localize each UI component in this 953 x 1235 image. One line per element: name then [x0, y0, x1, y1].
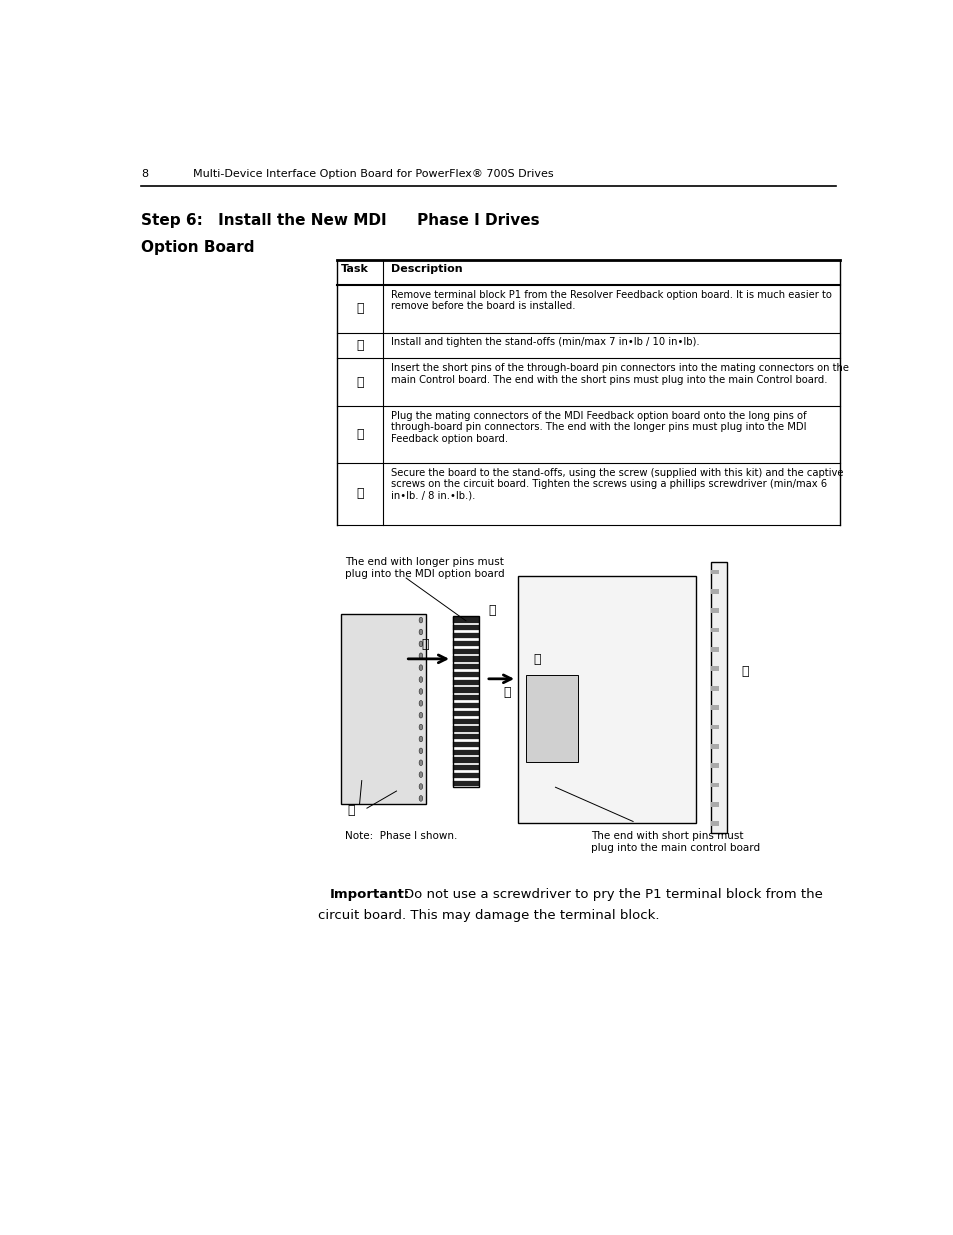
- Ellipse shape: [418, 724, 422, 730]
- Text: Task: Task: [341, 264, 369, 274]
- Bar: [453, 634, 478, 638]
- Bar: [710, 705, 719, 710]
- Text: Install and tighten the stand-offs (min/max 7 in•lb / 10 in•lb).: Install and tighten the stand-offs (min/…: [390, 337, 699, 347]
- Ellipse shape: [418, 677, 422, 683]
- Bar: [453, 742, 478, 747]
- Bar: [453, 726, 478, 731]
- Text: Ⓑ: Ⓑ: [740, 664, 748, 678]
- Text: Insert the short pins of the through-board pin connectors into the mating connec: Insert the short pins of the through-boa…: [390, 363, 848, 385]
- Text: Secure the board to the stand-offs, using the screw (supplied with this kit) and: Secure the board to the stand-offs, usin…: [390, 468, 842, 501]
- Text: Remove terminal block P1 from the Resolver Feedback option board. It is much eas: Remove terminal block P1 from the Resolv…: [390, 290, 831, 311]
- Text: Ⓓ: Ⓓ: [421, 638, 429, 651]
- Text: Ⓓ: Ⓓ: [502, 685, 510, 699]
- Text: circuit board. This may damage the terminal block.: circuit board. This may damage the termi…: [318, 909, 659, 923]
- Ellipse shape: [418, 618, 422, 622]
- Bar: [710, 763, 719, 768]
- Bar: [453, 695, 478, 700]
- Text: The end with longer pins must
plug into the MDI option board: The end with longer pins must plug into …: [344, 557, 504, 579]
- Ellipse shape: [418, 641, 422, 647]
- Ellipse shape: [418, 713, 422, 718]
- Bar: [341, 614, 426, 804]
- Ellipse shape: [418, 629, 422, 635]
- Bar: [710, 821, 719, 826]
- Text: Ⓒ: Ⓒ: [356, 375, 364, 389]
- Bar: [710, 609, 719, 613]
- Bar: [710, 647, 719, 652]
- Ellipse shape: [418, 689, 422, 694]
- Bar: [710, 589, 719, 594]
- Bar: [453, 625, 478, 630]
- Bar: [453, 679, 478, 685]
- Ellipse shape: [418, 772, 422, 778]
- Text: Do not use a screwdriver to pry the P1 terminal block from the: Do not use a screwdriver to pry the P1 t…: [403, 888, 821, 902]
- Ellipse shape: [418, 795, 422, 802]
- Bar: [710, 725, 719, 729]
- Text: Note:  Phase I shown.: Note: Phase I shown.: [344, 831, 456, 841]
- Bar: [453, 719, 478, 724]
- Text: Ⓒ: Ⓒ: [533, 653, 540, 667]
- Bar: [453, 766, 478, 771]
- Ellipse shape: [418, 760, 422, 766]
- Text: Important:: Important:: [330, 888, 410, 902]
- Bar: [453, 781, 478, 785]
- Ellipse shape: [418, 664, 422, 671]
- Bar: [710, 802, 719, 806]
- Bar: [453, 711, 478, 716]
- Bar: [518, 576, 695, 824]
- Bar: [710, 562, 726, 832]
- Bar: [710, 685, 719, 690]
- Bar: [453, 641, 478, 646]
- Text: Step 6: Install the New MDI  Phase I Drives: Step 6: Install the New MDI Phase I Driv…: [141, 212, 539, 228]
- Bar: [453, 672, 478, 677]
- Text: Description: Description: [390, 264, 462, 274]
- Bar: [453, 616, 478, 787]
- Text: Ⓔ: Ⓔ: [347, 804, 355, 816]
- Bar: [710, 569, 719, 574]
- Bar: [710, 667, 719, 671]
- Bar: [710, 627, 719, 632]
- Bar: [710, 783, 719, 788]
- Bar: [453, 656, 478, 662]
- Text: Ⓒ: Ⓒ: [488, 604, 496, 616]
- Text: Ⓓ: Ⓓ: [356, 429, 364, 441]
- Text: Ⓐ: Ⓐ: [356, 303, 364, 315]
- Bar: [453, 688, 478, 693]
- Ellipse shape: [418, 736, 422, 742]
- Bar: [453, 618, 478, 622]
- Text: Ⓑ: Ⓑ: [356, 340, 364, 352]
- Text: Option Board: Option Board: [141, 241, 254, 256]
- Bar: [710, 743, 719, 748]
- Bar: [453, 757, 478, 763]
- Ellipse shape: [418, 700, 422, 706]
- Ellipse shape: [418, 653, 422, 658]
- Bar: [453, 703, 478, 708]
- Ellipse shape: [418, 748, 422, 753]
- Text: 8: 8: [141, 169, 149, 179]
- Text: The end with short pins must
plug into the main control board: The end with short pins must plug into t…: [590, 831, 760, 852]
- Bar: [525, 676, 577, 762]
- Text: Plug the mating connectors of the MDI Feedback option board onto the long pins o: Plug the mating connectors of the MDI Fe…: [390, 411, 805, 443]
- Bar: [453, 750, 478, 755]
- Bar: [453, 664, 478, 669]
- Text: Multi-Device Interface Option Board for PowerFlex® 700S Drives: Multi-Device Interface Option Board for …: [193, 169, 554, 179]
- Bar: [453, 648, 478, 653]
- Ellipse shape: [418, 784, 422, 789]
- Bar: [453, 734, 478, 740]
- Bar: [453, 773, 478, 778]
- Text: Ⓔ: Ⓔ: [356, 488, 364, 500]
